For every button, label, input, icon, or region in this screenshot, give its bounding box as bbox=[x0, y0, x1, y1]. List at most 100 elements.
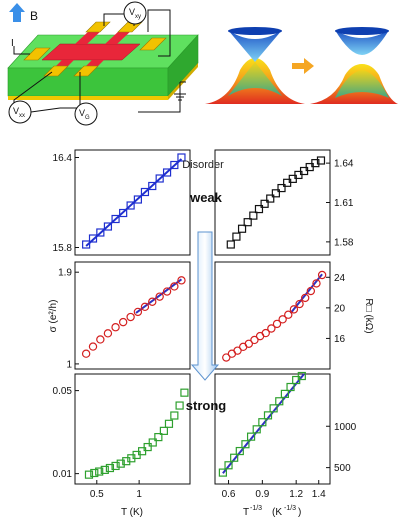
data-point bbox=[159, 426, 168, 435]
data-point bbox=[126, 201, 135, 210]
panel-mid-left-frame bbox=[74, 261, 191, 370]
voltmeter-vxy: V xy bbox=[123, 1, 147, 25]
data-point bbox=[258, 418, 267, 427]
data-point bbox=[280, 389, 290, 398]
data-point bbox=[272, 319, 282, 329]
data-point bbox=[138, 447, 147, 456]
data-point bbox=[224, 461, 233, 470]
data-point bbox=[316, 156, 326, 165]
data-point bbox=[162, 287, 172, 296]
voltmeter-vxx: V xx bbox=[8, 100, 32, 124]
strong-label: strong bbox=[186, 398, 227, 413]
data-point bbox=[271, 189, 280, 198]
data-point bbox=[222, 353, 231, 362]
data-point bbox=[249, 211, 258, 220]
data-point bbox=[170, 282, 179, 291]
data-point bbox=[170, 411, 179, 420]
data-point bbox=[155, 292, 164, 301]
data-point bbox=[289, 305, 299, 314]
data-point bbox=[140, 302, 150, 312]
svg-text:V: V bbox=[13, 106, 19, 116]
data-point bbox=[278, 315, 287, 324]
data-point bbox=[84, 470, 94, 479]
weak-label: weak bbox=[189, 190, 223, 205]
data-point bbox=[164, 419, 174, 428]
data-point bbox=[133, 307, 143, 317]
data-point bbox=[243, 218, 252, 227]
data-point bbox=[148, 438, 157, 447]
data-point bbox=[133, 195, 142, 204]
data-point bbox=[275, 397, 284, 406]
ground-icon bbox=[174, 82, 186, 101]
y-tick-label: 20 bbox=[334, 303, 346, 314]
y-tick-label: 24 bbox=[334, 273, 346, 284]
data-point bbox=[297, 371, 306, 381]
band-diagram-gapped bbox=[310, 27, 398, 104]
data-point bbox=[162, 168, 172, 177]
data-point bbox=[266, 194, 275, 203]
data-point bbox=[96, 335, 105, 344]
y-axis-label-right: R□ (kΩ) bbox=[363, 298, 374, 333]
data-point bbox=[116, 459, 125, 468]
y-tick-label: 0.01 bbox=[53, 469, 73, 480]
data-point bbox=[317, 270, 327, 280]
data-point bbox=[230, 453, 239, 462]
data-point bbox=[175, 401, 184, 410]
data-point bbox=[118, 317, 128, 327]
data-point bbox=[232, 232, 241, 241]
data-point bbox=[88, 342, 98, 351]
y-tick-label: 16.4 bbox=[53, 153, 73, 164]
current-label: I bbox=[11, 38, 14, 49]
y-tick-label: 1.64 bbox=[334, 159, 354, 170]
data-point bbox=[103, 222, 113, 231]
x-axis-label-right: T -1/3 (K -1/3 ) bbox=[243, 505, 301, 518]
chart-marks: 15.816.41.581.611.6411.91620240.010.050.… bbox=[53, 153, 357, 500]
data-point bbox=[286, 382, 295, 392]
y-tick-label: 16 bbox=[334, 334, 346, 345]
data-point bbox=[244, 339, 254, 348]
data-point bbox=[88, 234, 98, 243]
disorder-arrow-icon bbox=[190, 231, 220, 381]
data-point bbox=[143, 442, 152, 452]
data-point bbox=[263, 411, 273, 420]
y-tick-label: 500 bbox=[334, 463, 351, 474]
data-point bbox=[105, 463, 115, 473]
data-point bbox=[312, 279, 321, 288]
data-point bbox=[306, 286, 316, 296]
field-arrow-icon bbox=[9, 3, 25, 22]
data-point bbox=[95, 467, 104, 476]
field-label: B bbox=[30, 9, 38, 23]
data-point bbox=[235, 446, 244, 456]
x-tick-label: 0.9 bbox=[255, 489, 269, 500]
data-point bbox=[241, 440, 250, 449]
panel-mid-right-frame bbox=[214, 261, 331, 370]
data-point bbox=[218, 468, 227, 477]
panel-mid-right: 16 20 24 bbox=[222, 270, 346, 362]
data-point bbox=[111, 461, 120, 471]
data-point bbox=[311, 159, 320, 168]
device-schematic: B bbox=[7, 1, 199, 126]
x-tick-label: 0.5 bbox=[90, 489, 104, 500]
x-tick-label: 0.6 bbox=[222, 489, 236, 500]
data-point bbox=[246, 432, 256, 441]
data-point bbox=[103, 329, 113, 338]
data-point bbox=[260, 199, 269, 208]
fit-line bbox=[222, 373, 305, 474]
svg-text:-1/3: -1/3 bbox=[250, 505, 262, 512]
data-point bbox=[284, 310, 293, 319]
panel-bottom-right: 500 1000 0.6 0.9 1.2 1.4 bbox=[218, 371, 357, 500]
data-point bbox=[170, 160, 179, 170]
data-point bbox=[237, 224, 247, 233]
data-point bbox=[226, 240, 235, 249]
data-point bbox=[82, 240, 91, 249]
data-point bbox=[250, 335, 259, 345]
y-tick-label: 1000 bbox=[334, 422, 357, 433]
data-point bbox=[261, 328, 270, 338]
svg-text:): ) bbox=[298, 507, 301, 518]
data-point bbox=[100, 465, 109, 474]
y-tick-label: 1.61 bbox=[334, 198, 354, 209]
panel-top-left-frame bbox=[74, 149, 191, 256]
y-tick-label: 0.05 bbox=[53, 386, 73, 397]
data-point bbox=[154, 432, 163, 442]
